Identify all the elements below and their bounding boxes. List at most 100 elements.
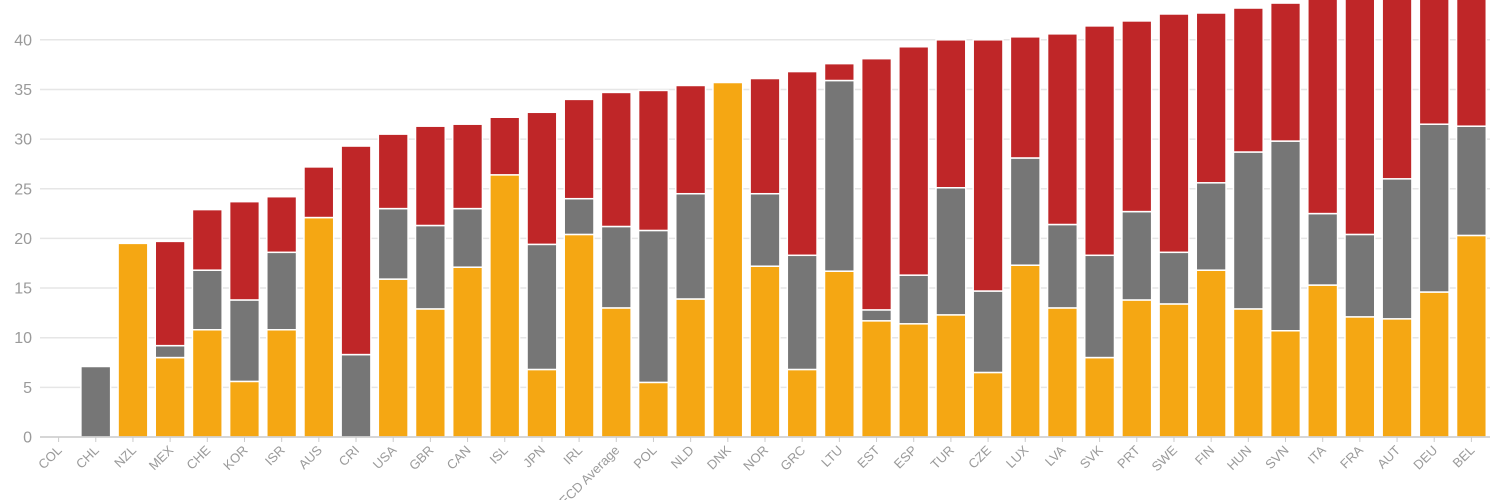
- x-tick-label-lux: LUX: [1003, 442, 1032, 471]
- bar-prt-series-1: [1121, 299, 1153, 438]
- bar-grc-series-3: [786, 70, 818, 257]
- bar-nld-series-1: [675, 298, 707, 438]
- y-tick-label: 0: [23, 430, 32, 447]
- bar-oecd-average-series-2: [600, 225, 632, 309]
- bar-aut-series-2: [1381, 178, 1413, 320]
- bar-esp-series-1: [898, 323, 930, 438]
- bar-oecd-average-series-1: [600, 307, 632, 438]
- bar-fin-series-1: [1195, 269, 1227, 438]
- x-tick-label-esp: ESP: [891, 443, 920, 472]
- bar-hun-series-3: [1232, 7, 1264, 153]
- bar-swe-series-1: [1158, 303, 1190, 438]
- bar-fra-series-2: [1344, 233, 1376, 318]
- bar-usa-series-3: [377, 133, 409, 210]
- x-tick-label-lva: LVA: [1042, 442, 1069, 469]
- bar-svn-series-1: [1269, 329, 1302, 438]
- bar-oecd-average-series-3: [600, 91, 632, 228]
- bar-nor-series-2: [749, 192, 781, 267]
- y-tick-label: 5: [23, 380, 32, 397]
- bar-irl-series-3: [563, 98, 595, 200]
- y-tick-label: 35: [14, 82, 32, 99]
- bar-nor-series-3: [749, 77, 781, 195]
- bar-jpn-series-1: [526, 368, 558, 438]
- bar-can-series-1: [451, 266, 484, 438]
- x-tick-label-nor: NOR: [740, 443, 771, 474]
- x-tick-label-cze: CZE: [965, 442, 994, 471]
- bar-dnk-series-1: [712, 81, 744, 438]
- x-tick-label-est: EST: [854, 442, 883, 471]
- bar-kor-series-3: [228, 200, 261, 301]
- bar-usa-series-2: [377, 207, 409, 280]
- bar-est-series-3: [860, 57, 893, 311]
- x-tick-label-tur: TUR: [928, 443, 957, 472]
- bar-jpn-series-2: [526, 243, 558, 371]
- x-tick-label-isl: ISL: [486, 443, 510, 467]
- bar-isr-series-3: [266, 195, 298, 254]
- bar-nor-series-1: [749, 265, 781, 438]
- bar-lux-series-1: [1009, 264, 1041, 438]
- x-tick-label-ltu: LTU: [818, 443, 845, 470]
- x-tick-label-prt: PRT: [1114, 442, 1143, 471]
- bar-svn-series-3: [1269, 2, 1302, 142]
- bar-che-series-3: [191, 208, 223, 271]
- bar-kor-series-1: [228, 380, 261, 438]
- bar-gbr-series-1: [414, 308, 447, 438]
- bar-bel-series-2: [1455, 125, 1488, 237]
- bar-tur-series-2: [935, 187, 967, 316]
- bar-isl-series-1: [489, 174, 521, 438]
- bar-lva-series-3: [1046, 33, 1079, 226]
- bar-deu-series-1: [1418, 291, 1450, 438]
- bar-ita-series-1: [1307, 284, 1339, 438]
- bar-svk-series-2: [1083, 254, 1116, 359]
- bar-aut-series-3: [1381, 0, 1413, 180]
- bar-svk-series-1: [1083, 356, 1116, 438]
- bar-prt-series-3: [1121, 20, 1153, 213]
- bar-pol-series-3: [637, 89, 670, 232]
- bar-can-series-2: [451, 207, 484, 268]
- bar-lux-series-2: [1009, 157, 1041, 266]
- bar-aus-series-3: [303, 166, 335, 219]
- bar-isr-series-1: [266, 329, 298, 438]
- bar-usa-series-1: [377, 278, 409, 438]
- bar-ita-series-3: [1307, 0, 1339, 215]
- x-tick-label-mex: MEX: [146, 442, 177, 473]
- bar-mex-series-2: [154, 344, 186, 359]
- bar-pol-series-1: [637, 381, 670, 438]
- bar-bel-series-1: [1455, 234, 1488, 438]
- bar-irl-series-1: [563, 233, 595, 438]
- bar-deu-series-3: [1418, 0, 1450, 125]
- bar-aus-series-1: [303, 216, 335, 438]
- bars: [80, 0, 1488, 438]
- x-tick-label-svn: SVN: [1262, 443, 1292, 473]
- x-tick-label-oecd-average: OECD Average: [549, 443, 622, 500]
- bar-fra-series-3: [1344, 0, 1376, 236]
- x-tick-label-gbr: GBR: [406, 443, 437, 474]
- bar-hun-series-2: [1232, 151, 1264, 310]
- bar-lva-series-2: [1046, 223, 1079, 309]
- bar-grc-series-2: [786, 254, 818, 371]
- bar-grc-series-1: [786, 368, 818, 438]
- x-tick-label-can: CAN: [444, 443, 474, 473]
- x-tick-label-fra: FRA: [1337, 442, 1366, 471]
- x-tick-label-usa: USA: [370, 442, 400, 472]
- bar-ltu-series-3: [823, 62, 855, 82]
- bar-isl-series-3: [489, 116, 521, 176]
- x-tick-label-swe: SWE: [1149, 442, 1181, 474]
- bar-can-series-3: [451, 123, 484, 210]
- x-tick-label-deu: DEU: [1410, 443, 1440, 473]
- bar-che-series-1: [191, 329, 223, 438]
- x-tick-label-cri: CRI: [336, 443, 362, 469]
- bar-est-series-1: [860, 320, 893, 438]
- bar-swe-series-3: [1158, 13, 1190, 254]
- x-tick-label-nzl: NZL: [111, 443, 139, 471]
- bar-tur-series-1: [935, 314, 967, 438]
- bar-fin-series-2: [1195, 182, 1227, 271]
- bar-fin-series-3: [1195, 12, 1227, 184]
- bar-cze-series-1: [972, 371, 1004, 438]
- x-tick-label-dnk: DNK: [704, 442, 734, 472]
- bar-cze-series-3: [972, 39, 1004, 292]
- y-tick-label: 25: [14, 181, 32, 198]
- bar-nld-series-2: [675, 192, 707, 300]
- x-tick-label-pol: POL: [631, 443, 660, 472]
